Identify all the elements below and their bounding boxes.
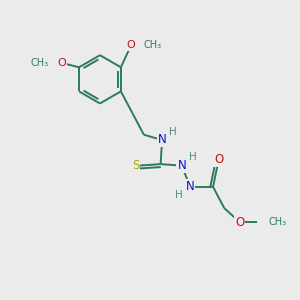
Text: CH₃: CH₃ — [31, 58, 49, 68]
Text: H: H — [169, 127, 177, 137]
Text: N: N — [158, 134, 167, 146]
Text: O: O — [235, 216, 244, 229]
Text: H: H — [189, 152, 197, 162]
Text: O: O — [214, 153, 224, 166]
Text: CH₃: CH₃ — [269, 217, 287, 227]
Text: N: N — [177, 159, 186, 172]
Text: N: N — [186, 180, 194, 193]
Text: O: O — [57, 58, 66, 68]
Text: S: S — [132, 159, 139, 172]
Text: O: O — [127, 40, 136, 50]
Text: H: H — [175, 190, 183, 200]
Text: CH₃: CH₃ — [143, 40, 162, 50]
